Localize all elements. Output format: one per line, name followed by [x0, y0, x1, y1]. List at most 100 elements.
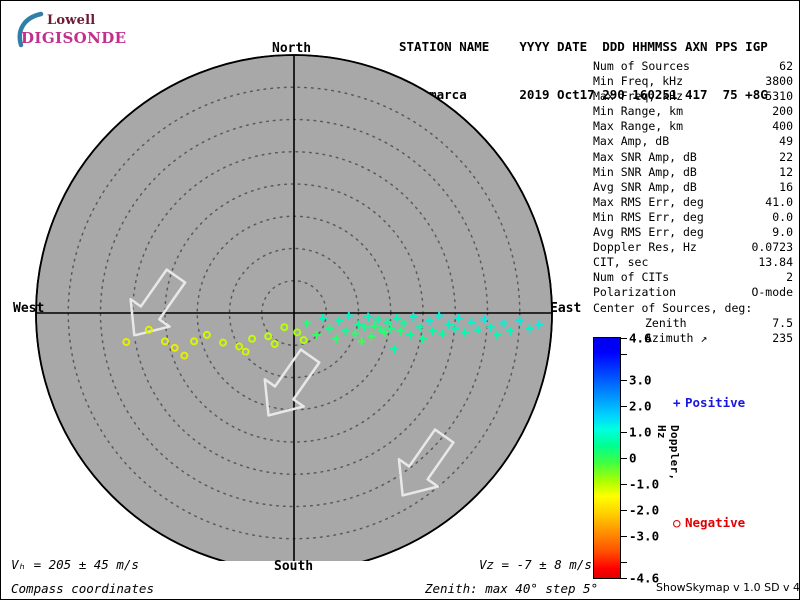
- colorbar-tick-label: 4.6: [629, 330, 652, 346]
- drift-arrow-se: [397, 428, 455, 497]
- source-points: [122, 311, 544, 360]
- param-row: Max RMS Err, deg 41.0: [593, 195, 793, 210]
- source-point-negative: [144, 325, 153, 334]
- param-row: Min Freq, kHz 3800: [593, 74, 793, 89]
- legend-negative-marker-icon: ○: [673, 515, 681, 530]
- source-point-positive: [386, 324, 395, 333]
- param-row: Max Freq, kHz 5310: [593, 89, 793, 104]
- source-point-positive: [331, 334, 341, 343]
- param-label: Min Freq, kHz: [593, 74, 684, 89]
- source-point-positive: [505, 326, 515, 336]
- legend-positive-label: Positive: [685, 395, 746, 410]
- source-point-positive: [460, 328, 470, 337]
- param-label: Polarization: [593, 285, 677, 300]
- coordinate-system-label: Compass coordinates: [11, 581, 154, 596]
- param-label: Max SNR Amp, dB: [593, 149, 697, 164]
- param-label: Num of CITs: [593, 270, 670, 285]
- param-row: Avg SNR Amp, dB 16: [593, 180, 793, 195]
- skymap-canvas: [35, 54, 553, 572]
- source-point-positive: [367, 332, 376, 341]
- source-point-positive: [363, 312, 373, 322]
- param-value: 13.84: [758, 255, 793, 270]
- param-label: Doppler Res, Hz: [593, 240, 697, 255]
- source-point-positive: [370, 321, 379, 331]
- source-point-positive: [418, 334, 428, 343]
- compass-label-south: South: [274, 559, 314, 574]
- param-value: 62: [779, 59, 793, 73]
- source-point-positive: [428, 326, 437, 336]
- source-point-negative: [280, 323, 289, 332]
- colorbar-tick: [620, 458, 627, 459]
- param-label: Max RMS Err, deg: [593, 194, 704, 209]
- source-point-positive: [473, 325, 483, 334]
- legend-positive-marker-icon: +: [673, 395, 681, 410]
- source-point-negative: [235, 342, 244, 351]
- colorbar-tick: [620, 536, 627, 538]
- param-label: Min Range, km: [593, 104, 684, 119]
- logo-arc-icon: [17, 11, 44, 48]
- param-value: 22: [779, 149, 793, 164]
- colorbar-tick-label: -4.6: [629, 570, 660, 586]
- source-point-negative: [122, 338, 131, 347]
- source-point-negative: [219, 338, 228, 347]
- colorbar-tick-label: -3.0: [629, 528, 660, 544]
- source-point-positive: [425, 316, 434, 325]
- colorbar-tick-label: 3.0: [629, 372, 652, 388]
- source-point-positive: [525, 324, 534, 333]
- source-point-positive: [360, 322, 370, 332]
- source-point-negative: [180, 351, 189, 360]
- param-row: Avg RMS Err, deg 9.0: [593, 225, 793, 240]
- version-label: ShowSkymap v 1.0 SD v 4.2: [656, 581, 800, 594]
- source-point-positive: [467, 317, 476, 327]
- source-point-positive: [415, 322, 424, 332]
- colorbar-title: Doppler, Hz: [655, 425, 681, 481]
- source-point-positive: [409, 312, 418, 322]
- param-label: Max Range, km: [593, 119, 684, 134]
- source-point-positive: [480, 315, 489, 324]
- colorbar-gradient: [593, 337, 621, 579]
- source-point-positive: [434, 311, 444, 320]
- colorbar-tick-label: 2.0: [629, 398, 652, 414]
- legend-negative: ○ Negative: [673, 515, 745, 530]
- compass-label-west: West: [13, 301, 45, 316]
- param-value: 0.0: [772, 209, 793, 224]
- param-row: Num of CITs 2: [593, 270, 793, 285]
- param-value: 3800: [765, 74, 793, 89]
- source-point-positive: [444, 320, 453, 329]
- param-value: 5310: [765, 89, 793, 104]
- source-point-negative: [299, 336, 308, 345]
- source-point-positive: [351, 329, 360, 338]
- param-value: 2: [786, 270, 793, 285]
- param-row: Max Amp, dB 49: [593, 134, 793, 149]
- center-of-sources-azimuth-value: 235: [772, 330, 793, 345]
- source-point-negative: [202, 330, 211, 339]
- param-label: Max Amp, dB: [593, 134, 670, 149]
- source-point-positive: [389, 344, 399, 354]
- source-point-positive: [393, 313, 402, 323]
- source-point-negative: [293, 328, 302, 337]
- colorbar-tick: [620, 338, 627, 339]
- center-of-sources-zenith: Zenith 7.5: [593, 316, 793, 331]
- param-value: 12: [779, 164, 793, 179]
- colorbar-tick: [620, 484, 627, 486]
- source-point-positive: [451, 324, 460, 333]
- source-point-negative: [190, 337, 199, 346]
- drift-arrow-center: [263, 348, 321, 417]
- source-point-positive: [499, 319, 508, 328]
- param-row: Polarization O-mode: [593, 285, 793, 300]
- param-label: Min RMS Err, deg: [593, 209, 704, 224]
- param-label: Num of Sources: [593, 59, 690, 73]
- colorbar-tick: [620, 510, 627, 512]
- lowell-digisonde-logo: Lowell DIGISONDE: [11, 9, 131, 51]
- param-row: Num of Sources 62: [593, 59, 793, 74]
- param-value: 9.0: [772, 225, 793, 240]
- source-point-positive: [380, 328, 389, 337]
- source-point-positive: [486, 322, 495, 332]
- source-point-negative: [170, 343, 179, 352]
- source-point-positive: [405, 330, 415, 340]
- source-point-negative: [264, 332, 273, 341]
- colorbar-tick: [620, 578, 627, 579]
- param-row: Min SNR Amp, dB 12: [593, 165, 793, 180]
- param-label: CIT, sec: [593, 255, 649, 270]
